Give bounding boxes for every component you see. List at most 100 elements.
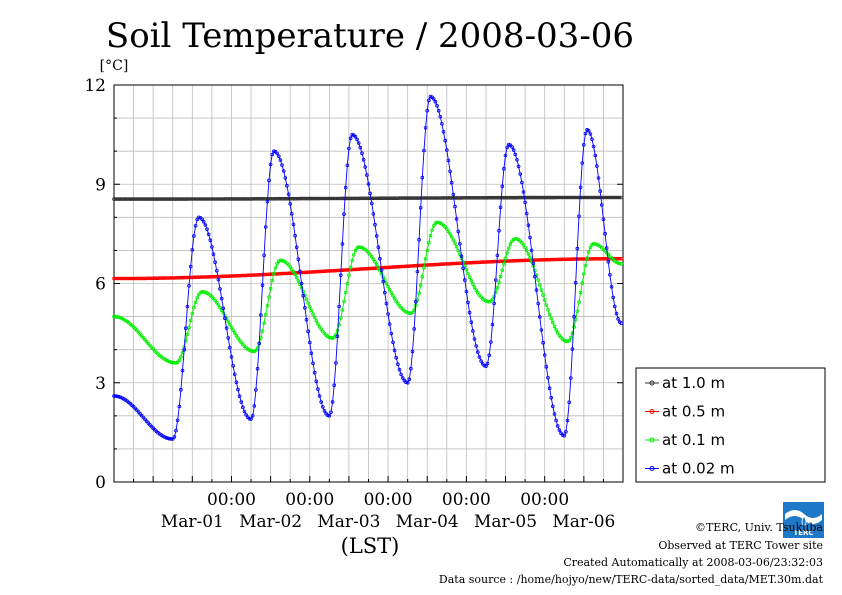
data-point: [192, 234, 196, 238]
data-point: [425, 263, 430, 267]
data-point: [185, 304, 190, 309]
data-point: [422, 148, 426, 153]
data-point: [343, 290, 348, 295]
data-point: [201, 275, 206, 279]
data-point: [347, 196, 351, 201]
data-point: [210, 245, 214, 249]
data-point: [353, 134, 358, 139]
data-point: [332, 196, 337, 201]
data-point: [368, 196, 372, 201]
data-point: [216, 303, 221, 307]
data-point: [296, 257, 301, 262]
data-point: [195, 197, 200, 201]
data-point: [303, 196, 307, 201]
data-point: [609, 195, 614, 200]
data-point: [466, 196, 470, 200]
data-point: [487, 299, 492, 304]
data-point: [568, 195, 573, 200]
data-point: [520, 258, 524, 263]
data-point: [237, 338, 242, 343]
data-point: [291, 222, 296, 227]
data-point: [489, 195, 493, 200]
data-point: [441, 196, 446, 200]
data-point: [490, 322, 495, 327]
data-point: [557, 257, 562, 262]
data-point: [329, 196, 333, 201]
data-point: [373, 196, 377, 201]
data-point: [203, 275, 208, 279]
data-point: [536, 301, 540, 306]
data-point: [444, 148, 449, 152]
data-point: [206, 197, 211, 201]
data-point: [471, 282, 475, 286]
data-point: [568, 335, 573, 340]
data-point: [617, 195, 622, 200]
data-point: [500, 184, 505, 189]
data-point: [319, 196, 324, 201]
data-point: [249, 197, 253, 201]
data-point: [396, 196, 400, 201]
data-point: [190, 248, 195, 252]
data-point: [197, 197, 201, 201]
data-point: [258, 197, 263, 201]
data-point: [211, 252, 216, 257]
data-point: [511, 148, 516, 152]
legend-item: at 1.0 m: [645, 374, 725, 392]
data-point: [484, 260, 488, 264]
data-point: [399, 372, 403, 377]
data-point: [544, 257, 549, 262]
data-point: [348, 136, 353, 141]
data-point: [299, 196, 304, 201]
data-point: [167, 436, 172, 441]
data-point: [389, 196, 394, 201]
data-point: [350, 267, 355, 272]
data-point: [327, 269, 332, 273]
data-point: [549, 316, 553, 321]
data-point: [187, 325, 191, 330]
data-point: [440, 262, 444, 267]
data-point: [449, 235, 454, 239]
data-point: [347, 273, 351, 278]
data-point: [528, 255, 532, 260]
data-point: [289, 196, 294, 201]
data-point: [285, 196, 289, 201]
data-point: [404, 196, 408, 200]
data-point: [353, 248, 358, 253]
data-point: [237, 394, 242, 399]
data-point: [185, 275, 190, 280]
data-point: [554, 257, 558, 262]
data-point: [280, 258, 284, 263]
data-point: [126, 197, 131, 201]
data-point: [492, 195, 496, 200]
data-point: [128, 276, 133, 281]
data-point: [474, 344, 479, 348]
data-point: [386, 265, 390, 270]
data-point: [418, 283, 423, 288]
data-point: [208, 274, 213, 279]
data-point: [552, 324, 557, 329]
data-point: [374, 196, 379, 201]
data-point: [312, 269, 317, 274]
data-point: [216, 277, 221, 282]
data-point: [498, 205, 503, 210]
data-point: [169, 197, 173, 201]
data-point: [286, 192, 291, 197]
data-point: [322, 408, 327, 413]
data-point: [502, 195, 506, 200]
data-point: [268, 272, 273, 277]
data-point: [249, 417, 253, 421]
data-point: [211, 197, 216, 201]
data-point: [599, 203, 604, 207]
data-point: [546, 307, 550, 312]
data-point: [369, 266, 374, 271]
data-point: [611, 195, 615, 200]
data-point: [410, 196, 415, 200]
x-time-label: 00:00: [520, 490, 569, 510]
data-point: [479, 260, 483, 265]
data-point: [536, 195, 540, 200]
data-point: [306, 329, 310, 334]
data-point: [229, 355, 234, 359]
data-point: [311, 361, 315, 366]
data-point: [228, 345, 232, 350]
data-point: [234, 273, 239, 278]
